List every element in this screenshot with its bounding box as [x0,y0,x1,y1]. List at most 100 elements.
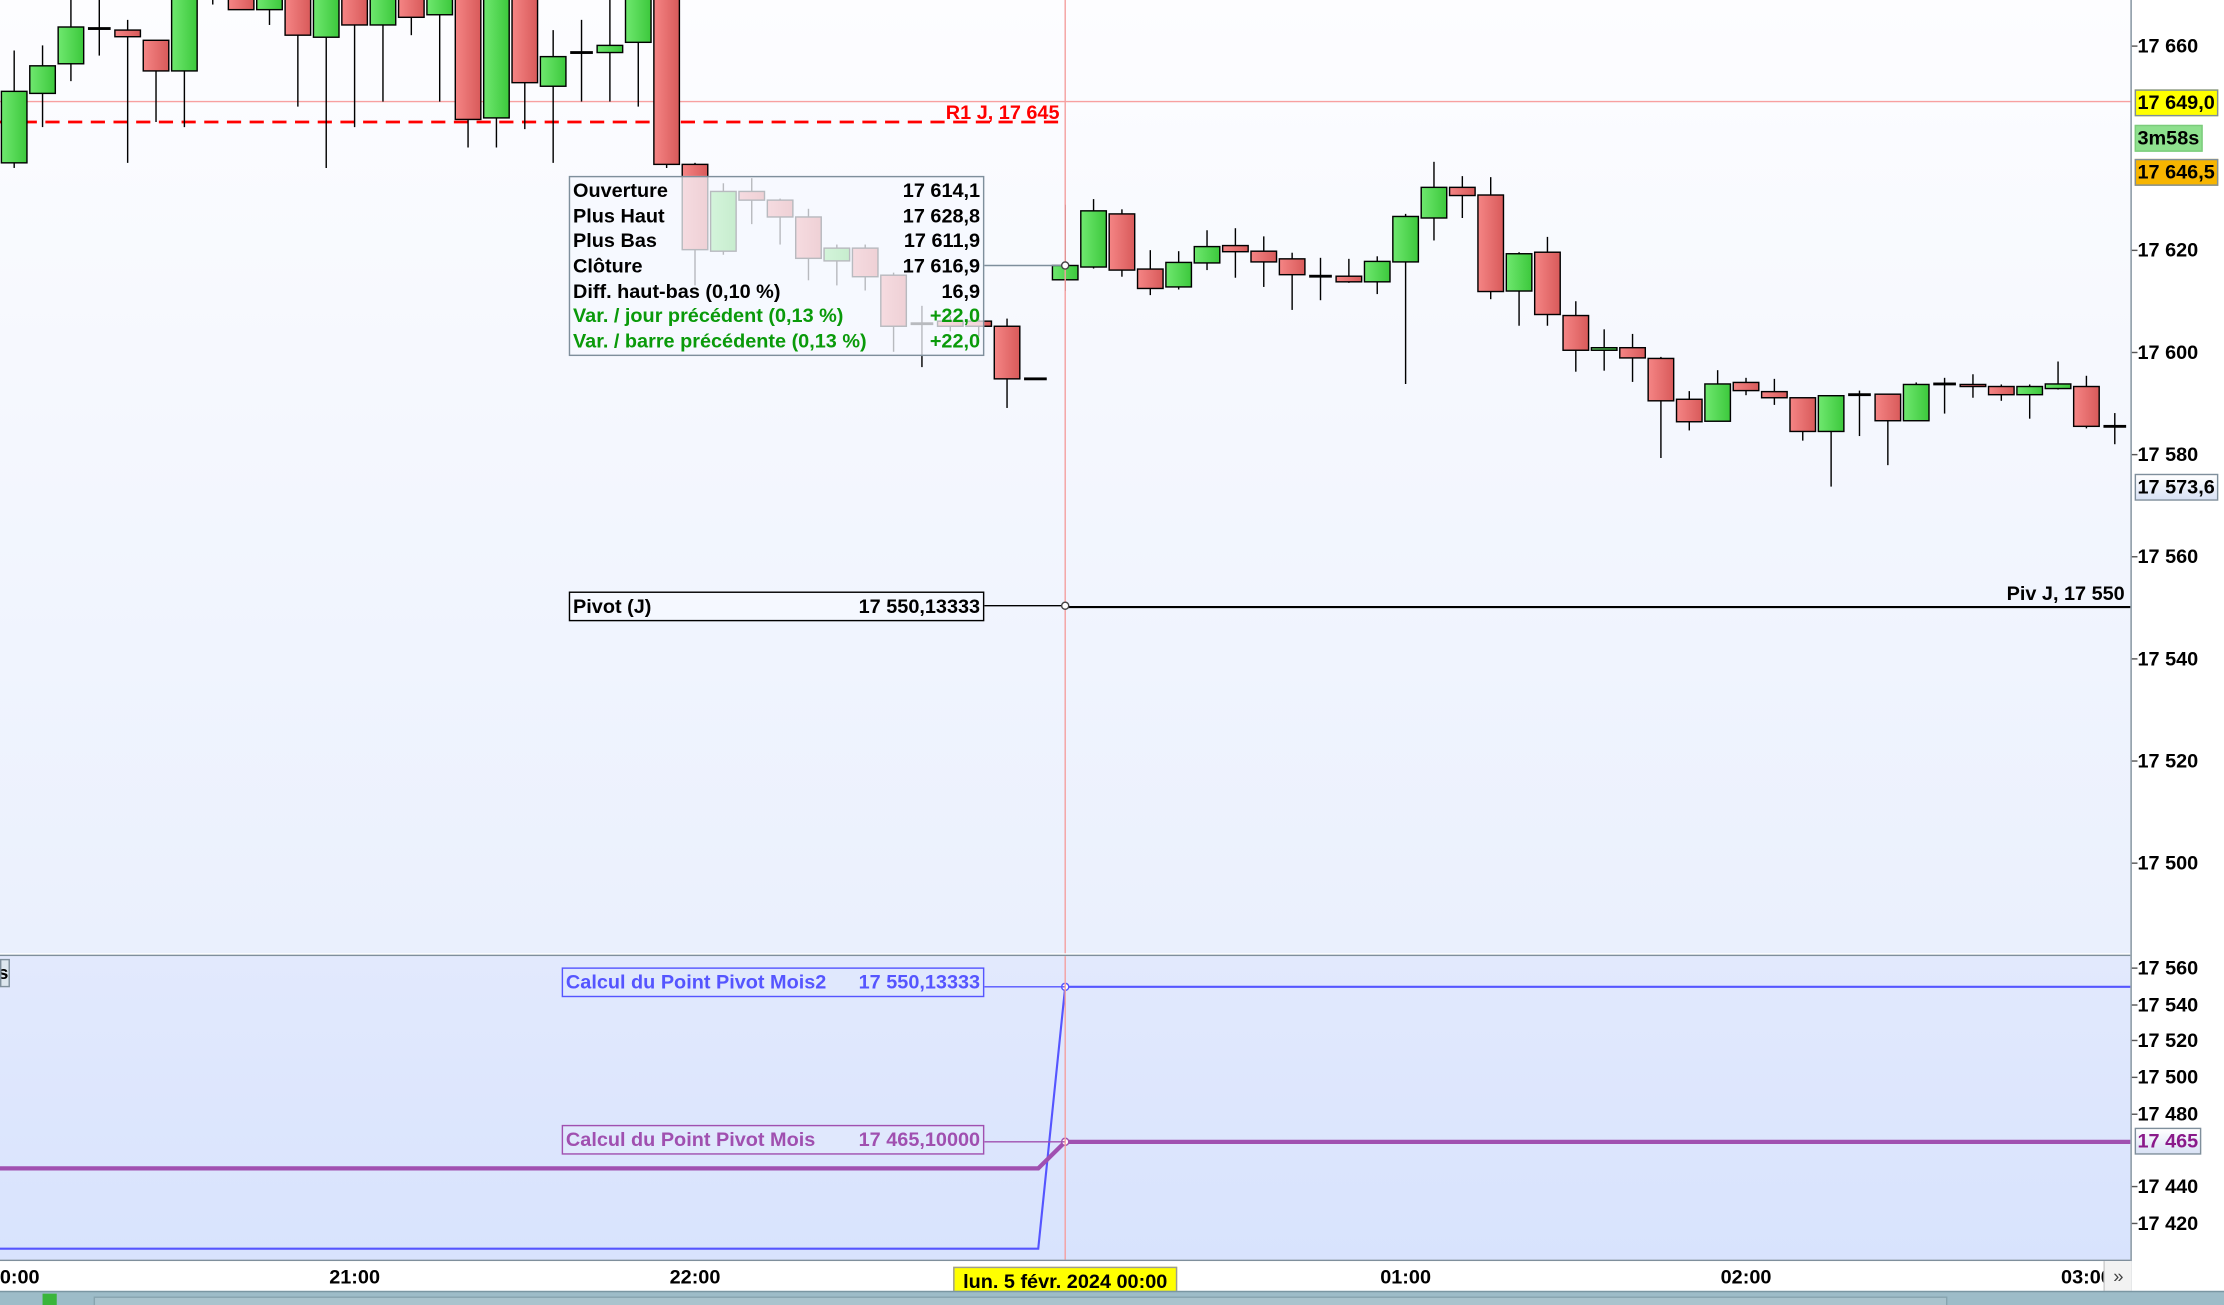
price-tick-label: 17 540 [2137,646,2199,670]
pivot-mois2-value: 17 550,13333 [858,970,981,993]
candle [369,0,397,102]
candle [2103,413,2127,445]
tick-mark [2131,1076,2138,1079]
candle [1933,377,1956,414]
pivot-line-label: Piv J, 17 550 [2006,581,2125,605]
candle-body-down [1108,213,1136,271]
tick-mark [2131,351,2138,354]
candle-body-down [1675,398,1703,423]
candle [1874,393,1902,466]
tick-mark [2131,1003,2138,1006]
chart-type-icon[interactable] [42,1293,57,1305]
candle [1335,258,1363,283]
candle [256,0,283,25]
pivot-marker [1060,601,1070,610]
candle-body-down [1278,258,1306,276]
candle-body-down [1732,381,1760,392]
candle-body-up [2016,385,2044,396]
candle [1392,213,1420,384]
candle [1136,250,1164,296]
candle-body-down [511,0,539,84]
pivot-tooltip: Pivot (J) 17 550,13333 [568,591,985,622]
candle [1848,390,1871,437]
candle-body-down [1874,393,1902,422]
pivot-tooltip-value: 17 550,13333 [858,594,981,618]
pivot-indicator-chart[interactable] [0,956,2131,1262]
candle [1987,384,2015,401]
candle-body-down [341,0,369,26]
tooltip-row-label: Diff. haut-bas (0,10 %) [573,279,781,302]
crosshair-marker [1060,261,1070,270]
time-tick-label: 01:00 [1380,1265,1432,1288]
candle-body-up [369,0,397,26]
tooltip-row-label: Clôture [573,254,643,277]
hidden-price-label: 17 646,5 [2134,158,2218,186]
pivot-mois2-label: Calcul du Point Pivot Mois2 17 550,13333 [561,967,985,998]
price-axis[interactable]: 17 660 17 620 17 600 17 580 17 560 17 540 17 5… [2130,0,2224,1291]
tooltip-row-value: +22,0 [929,329,981,352]
tooltip-row: Plus Haut 17 628,8 [570,204,983,229]
candle [1024,377,1047,381]
candle-body-down [1619,346,1647,359]
price-tick-label: 17 420 [2137,1211,2199,1234]
tooltip-row: Plus Bas 17 611,9 [570,229,983,254]
ohlc-tooltip: Ouverture 17 614,1 Plus Haut 17 628,8 Plus B… [568,175,985,357]
pivot-series-line [0,985,2131,1250]
candle [87,0,111,56]
candle-body-down [653,0,681,166]
candle [0,50,28,168]
tick-mark [2131,1113,2138,1115]
pivot-mois-price-label: 17 465 [2134,1127,2202,1155]
pane-tab[interactable]: s [0,958,10,988]
candle-body-down [397,0,425,19]
candle [1619,333,1647,382]
candle-body-up [1704,383,1732,422]
candle-body-down [1448,186,1476,197]
candle-body-up [1165,261,1193,288]
time-tick-label: 02:00 [1720,1265,1772,1288]
candle-body-up [1505,253,1533,292]
candle [1278,252,1306,310]
tooltip-row: Var. / barre précédente (0,13 %) +22,0 [570,329,983,354]
candle-body-down [1136,268,1164,290]
price-pane[interactable]: R1 J, 17 645 Piv J, 17 550 Ouverture 17 6… [0,0,2131,954]
time-tick-label: 03:00 [2061,1265,2112,1288]
candle [1562,301,1590,372]
candle-body-up [1590,346,1618,351]
candle-body-up [57,26,85,65]
horizontal-scrollbar[interactable] [93,1296,1948,1305]
candle-body-down [1789,397,1817,433]
price-tick-label: 17 520 [2137,748,2199,772]
pivot-mois-label: Calcul du Point Pivot Mois 17 465,10000 [561,1124,985,1155]
candle-doji [570,51,593,54]
pivot-mois-value: 17 465,10000 [858,1127,981,1151]
candle-body-down [1250,250,1278,263]
pivot-tooltip-label: Pivot (J) [573,594,652,618]
tick-mark [2131,1186,2138,1188]
candle [1477,177,1505,300]
tick-mark [2131,862,2138,864]
candlestick-chart[interactable] [0,0,2131,954]
candle [397,0,425,36]
tick-mark [2131,760,2138,762]
candle-doji [87,27,111,30]
pivot-mois-name: Calcul du Point Pivot Mois [565,1127,816,1151]
candle [1363,256,1391,295]
indicator-pane[interactable]: s Calcul du Point Pivot Mois2 17 550,133… [0,954,2131,1262]
candle [1250,236,1278,287]
candle [1959,374,1987,398]
tooltip-row: Diff. haut-bas (0,10 %) 16,9 [570,279,983,304]
candle [1704,370,1732,422]
time-axis[interactable]: 20:00 21:00 22:00 01:00 02:00 03:00 lun. 5 fé… [0,1259,2132,1293]
candle-body-up [1420,186,1448,219]
candle [653,0,681,168]
candle-body-down [454,0,482,121]
candle-doji [2103,424,2127,428]
time-tick-label: 21:00 [329,1265,380,1288]
tick-mark [2131,453,2138,456]
scroll-right-button[interactable]: » [2103,1261,2132,1293]
tooltip-row-value: 17 616,9 [902,254,981,277]
candle-body-down [284,0,312,36]
candle [114,19,142,163]
